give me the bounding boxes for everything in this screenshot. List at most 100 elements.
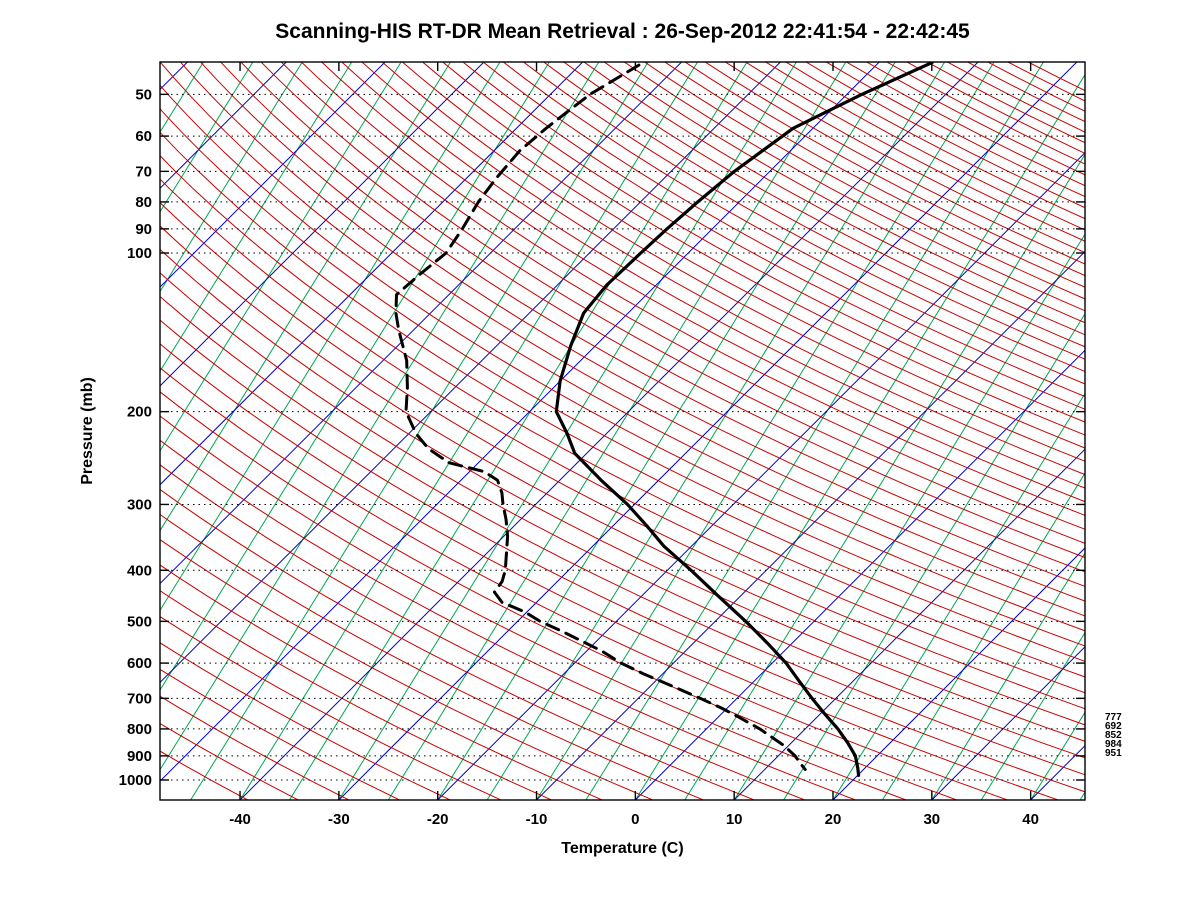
temperature-tick-label: 40 <box>1022 811 1039 828</box>
moist-line <box>486 62 946 800</box>
chart-title: Scanning-HIS RT-DR Mean Retrieval : 26-S… <box>275 20 970 43</box>
dry-adiabat-line <box>160 155 1085 678</box>
moist-line <box>733 233 1085 800</box>
dry-adiabat-line <box>562 62 1085 348</box>
isotherm-line <box>634 349 1085 800</box>
moist-line <box>387 62 847 800</box>
moist-line <box>338 62 797 800</box>
moist-line <box>980 631 1085 800</box>
isotherm-line <box>1030 744 1085 800</box>
pressure-tick-label: 800 <box>127 721 152 738</box>
dry-adiabat-line <box>502 62 1085 385</box>
pressure-tick-label: 700 <box>127 690 152 707</box>
temperature-tick-label: -40 <box>229 811 251 828</box>
isotherm-line <box>160 62 485 387</box>
pressure-tick-label: 1000 <box>119 772 152 789</box>
temperature-tick-label: -20 <box>427 811 449 828</box>
moist-line <box>160 62 501 612</box>
moist-line <box>289 62 748 800</box>
isotherm-line <box>733 448 1085 800</box>
pressure-tick-label: 90 <box>135 221 152 238</box>
skewt-background-and-profiles <box>0 62 1085 800</box>
pressure-tick-label: 400 <box>127 562 152 579</box>
temperature-tick-label: 30 <box>923 811 940 828</box>
isotherm-line <box>160 62 287 189</box>
moist-line <box>160 62 204 134</box>
dry-adiabat-line <box>160 616 501 800</box>
moist-line <box>881 472 1085 800</box>
pressure-tick-label: 500 <box>127 613 152 630</box>
dry-adiabat-line <box>361 62 1085 476</box>
temperature-tick-label: 0 <box>631 811 639 828</box>
isotherm-line <box>338 62 1078 800</box>
right-edge-label: 951 <box>1105 748 1122 759</box>
dry-adiabat-line <box>805 62 1085 209</box>
dry-adiabat-line <box>160 488 754 800</box>
moist-line <box>931 551 1085 800</box>
isotherm-line <box>160 62 584 486</box>
dry-adiabat-line <box>441 62 1085 423</box>
moist-line <box>1079 791 1085 800</box>
plot-border <box>159 61 1086 801</box>
dry-adiabat-line <box>885 62 1085 165</box>
dry-adiabat-line <box>160 201 1085 710</box>
isotherm-line <box>160 62 880 782</box>
moist-line <box>160 62 353 373</box>
isotherm-line <box>931 646 1085 800</box>
dry-adiabat-line <box>280 62 1085 530</box>
dry-adiabat-line <box>160 319 1085 793</box>
dry-adiabat-line <box>260 62 1085 544</box>
temperature-tick-label: 20 <box>825 811 842 828</box>
pressure-tick-label: 300 <box>127 496 152 513</box>
dry-adiabat-line <box>160 464 805 800</box>
dry-adiabat-line <box>160 590 552 800</box>
dry-adiabat-line <box>784 62 1085 220</box>
dry-adiabat-line <box>603 62 1085 324</box>
dry-adiabat-line <box>199 62 1085 587</box>
dry-adiabat-line <box>381 62 1085 462</box>
dry-adiabat-line <box>663 62 1085 288</box>
moist-line <box>160 62 254 213</box>
dry-adiabat-line <box>724 62 1085 254</box>
moist-line <box>437 62 896 800</box>
dry-adiabat-line <box>160 84 1085 632</box>
pressure-tick-label: 80 <box>135 194 152 211</box>
dry-adiabat-line <box>986 62 1085 112</box>
moist-line <box>634 73 1085 800</box>
right-edge-label: 984 <box>1105 739 1122 750</box>
dry-adiabat-line <box>179 62 1085 602</box>
dry-adiabat-line <box>542 62 1085 360</box>
pressure-tick-label: 70 <box>135 163 152 180</box>
dry-adiabat-line <box>845 62 1085 187</box>
isotherm-line <box>160 62 781 684</box>
moist-line <box>0 62 154 800</box>
dry-adiabat-line <box>643 62 1085 300</box>
dry-adiabat-line <box>401 62 1085 449</box>
moist-line <box>160 62 600 771</box>
isotherm-line <box>536 250 1085 800</box>
dry-adiabat-line <box>160 642 450 800</box>
dry-adiabat-line <box>583 62 1085 336</box>
right-edge-label: 692 <box>1105 721 1122 732</box>
moist-line <box>160 62 402 452</box>
dry-adiabat-line <box>160 539 653 800</box>
right-edge-label: 777 <box>1105 712 1122 723</box>
dry-adiabat-line <box>160 108 1085 647</box>
dry-adiabat-line <box>160 367 1007 800</box>
dry-adiabat-line <box>160 513 703 800</box>
dry-adiabat-line <box>160 439 855 800</box>
dry-adiabat-line <box>160 248 1085 742</box>
dry-adiabat-line <box>684 62 1085 277</box>
dry-adiabat-line <box>160 272 1085 759</box>
dry-adiabat-line <box>240 62 1085 559</box>
moist-line <box>1030 711 1085 800</box>
pressure-tick-label: 60 <box>135 128 152 145</box>
dry-adiabat-line <box>300 62 1085 516</box>
isotherm-line <box>437 151 1085 800</box>
dry-adiabat-line <box>320 62 1085 503</box>
dry-adiabat-line <box>160 668 400 800</box>
dry-adiabat-line <box>1006 62 1085 102</box>
temperature-axis-label: Temperature (C) <box>561 840 684 857</box>
